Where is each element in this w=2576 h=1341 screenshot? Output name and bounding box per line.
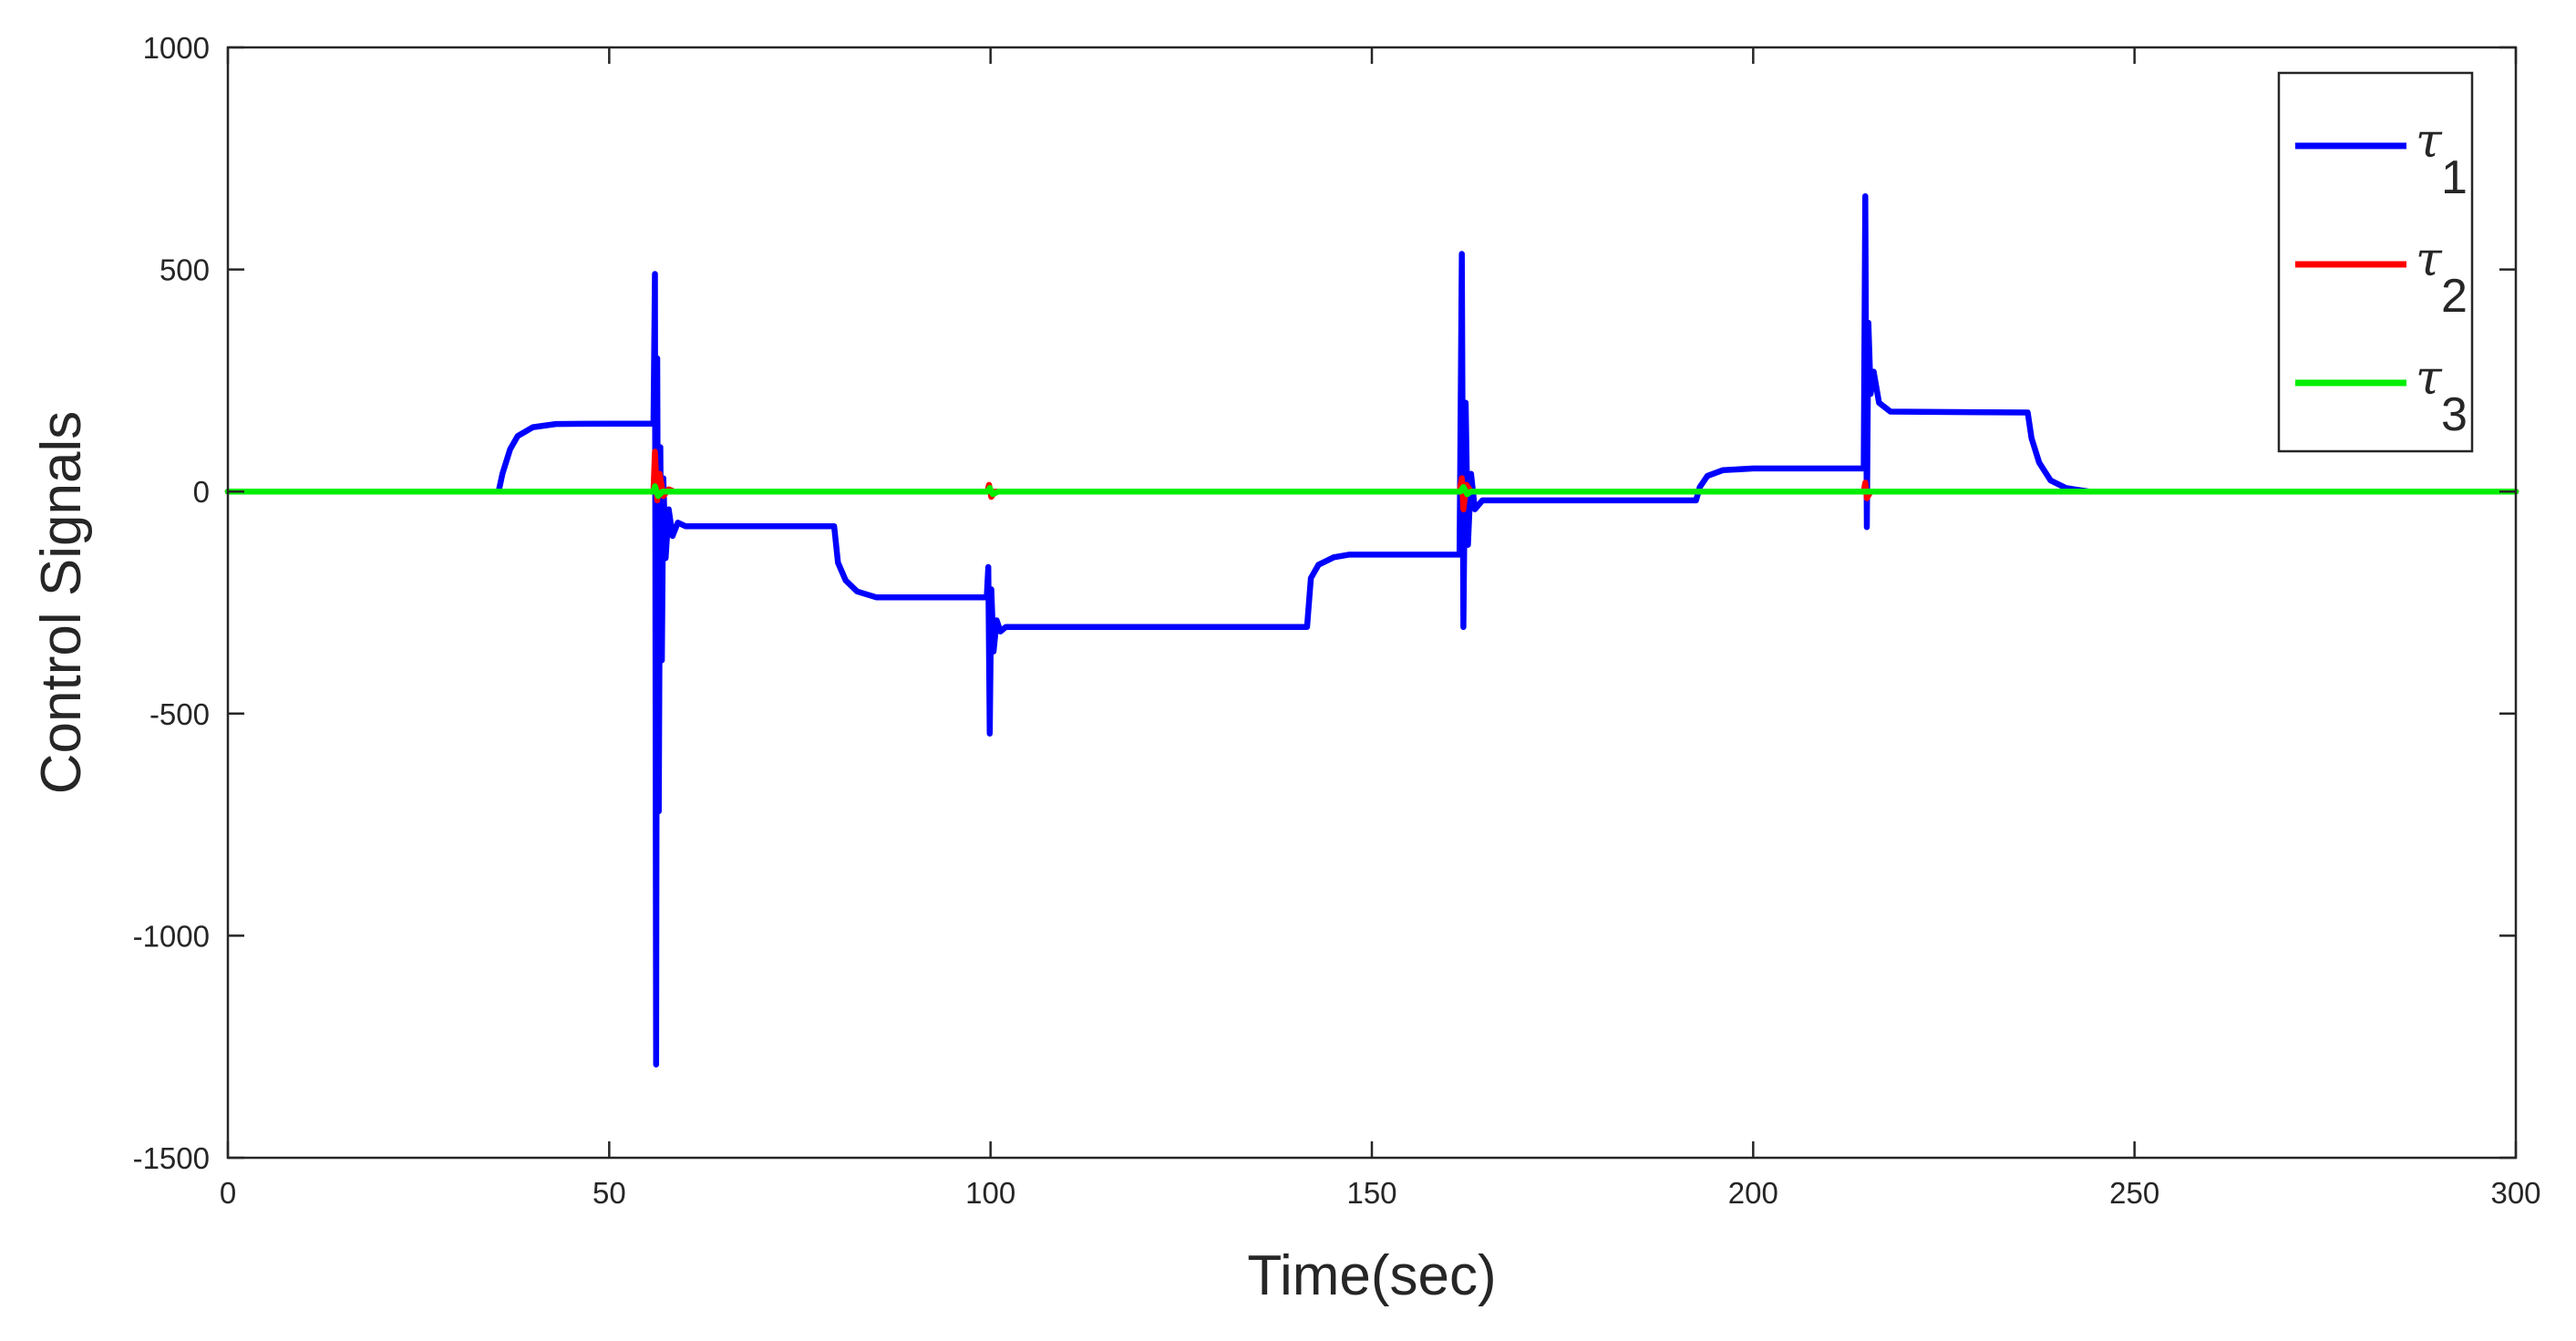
x-tick-label: 150 bbox=[1346, 1176, 1396, 1210]
legend-label-3: τ bbox=[2416, 351, 2443, 406]
series-line-1 bbox=[224, 192, 2519, 1068]
x-tick-label: 200 bbox=[1728, 1176, 1778, 1210]
series-line-3 bbox=[224, 483, 2519, 500]
y-tick-label: -1500 bbox=[133, 1141, 210, 1175]
legend-label-2: τ bbox=[2416, 232, 2443, 287]
x-tick-label: 100 bbox=[965, 1176, 1015, 1210]
x-axis-title: Time(sec) bbox=[1247, 1244, 1496, 1307]
x-tick-label: 300 bbox=[2490, 1176, 2540, 1210]
legend-subscript-1: 1 bbox=[2441, 151, 2468, 204]
y-axis-title: Control Signals bbox=[30, 411, 93, 794]
y-tick-label: 0 bbox=[193, 475, 210, 509]
x-tick-label: 0 bbox=[220, 1176, 236, 1210]
x-tick-label: 250 bbox=[2109, 1176, 2159, 1210]
legend-subscript-2: 2 bbox=[2441, 270, 2468, 323]
y-tick-label: 500 bbox=[160, 253, 210, 287]
legend-subscript-3: 3 bbox=[2441, 388, 2468, 441]
x-tick-label: 50 bbox=[592, 1176, 626, 1210]
y-axis-ticks: -1500 -1000 -500 0 500 1000 bbox=[133, 31, 2516, 1175]
y-tick-label: 1000 bbox=[143, 31, 210, 65]
plot-series-group bbox=[224, 192, 2519, 1068]
y-tick-label: -1000 bbox=[133, 919, 210, 953]
y-tick-label: -500 bbox=[149, 697, 210, 731]
legend-label-1: τ bbox=[2416, 114, 2443, 169]
x-axis-ticks: 0 50 100 150 200 250 300 bbox=[220, 47, 2541, 1210]
